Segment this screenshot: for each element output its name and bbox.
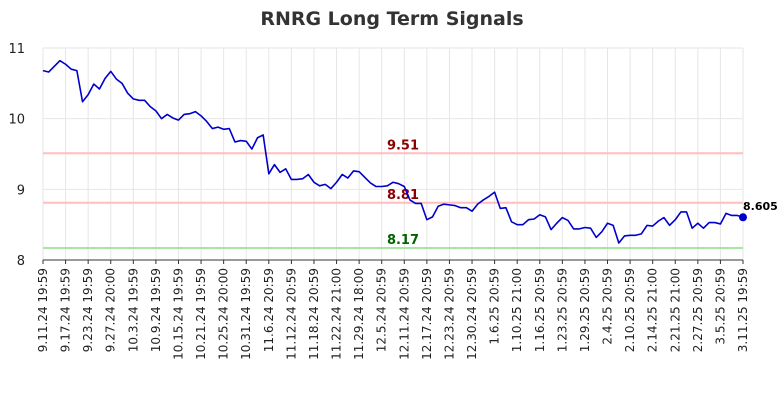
reference-line-label: 9.51 [387,138,419,153]
x-tick-label: 11.6.24 20:59 [262,268,276,352]
x-tick-label: 1.10.25 21:00 [510,268,524,352]
y-tick-label: 9 [17,183,25,198]
series-layer [42,59,744,244]
x-tick-label: 10.25.24 20:00 [217,268,231,360]
x-tick-label: 9.11.24 19:59 [36,268,50,352]
x-tick-label: 9.27.24 20:00 [104,268,118,352]
last-value-layer: 8.605 [739,200,778,222]
x-tick-label: 10.9.24 19:59 [149,268,163,352]
x-tick-label: 12.23.24 20:59 [442,268,456,360]
y-tick-label: 8 [17,254,25,269]
x-tick-label: 11.29.24 18:00 [352,268,366,360]
reference-line-label: 8.17 [387,233,419,248]
x-tick-label: 12.30.24 20:59 [465,268,479,360]
chart-title: RNRG Long Term Signals [260,8,523,30]
x-tick-label: 10.15.24 19:59 [171,268,185,360]
reference-line-label: 8.81 [387,188,419,203]
x-axis-ticks: 9.11.24 19:59 9.17.24 19:59 9.23.24 19:59 9… [36,260,750,360]
x-tick-label: 12.17.24 20:59 [420,268,434,360]
y-tick-label: 11 [8,42,25,57]
reference-lines: 9.51 8.81 8.17 [43,138,743,249]
price-series-line [42,59,744,244]
x-tick-label: 10.21.24 19:59 [194,268,208,360]
x-tick-label: 9.17.24 19:59 [59,268,73,352]
x-tick-label: 2.21.25 21:00 [668,268,682,352]
x-tick-label: 2.27.25 20:59 [691,268,705,352]
x-tick-label: 2.10.25 20:59 [623,268,637,352]
x-tick-label: 12.11.24 20:59 [397,268,411,360]
x-tick-label: 12.5.24 20:59 [375,268,389,352]
x-tick-label: 11.22.24 21:00 [330,268,344,360]
x-tick-label: 11.18.24 20:59 [307,268,321,360]
x-tick-label: 1.16.25 20:59 [533,268,547,352]
x-tick-label: 3.11.25 19:59 [736,268,750,352]
x-tick-label: 2.14.25 21:00 [646,268,660,352]
y-tick-label: 10 [8,113,25,128]
x-tick-label: 2.4.25 20:59 [601,268,615,345]
x-tick-label: 3.5.25 20:59 [713,268,727,345]
y-axis-ticks: 8 9 10 11 [8,42,25,269]
x-tick-label: 10.31.24 19:59 [239,268,253,360]
last-value-label: 8.605 [743,200,778,213]
x-tick-label: 1.23.25 20:59 [555,268,569,352]
x-tick-label: 9.23.24 19:59 [81,268,95,352]
last-value-marker [739,213,747,222]
x-tick-label: 11.12.24 20:59 [284,268,298,360]
x-tick-label: 1.6.25 20:59 [488,268,502,345]
x-tick-label: 10.3.24 19:59 [126,268,140,352]
x-tick-label: 1.29.25 20:59 [578,268,592,352]
